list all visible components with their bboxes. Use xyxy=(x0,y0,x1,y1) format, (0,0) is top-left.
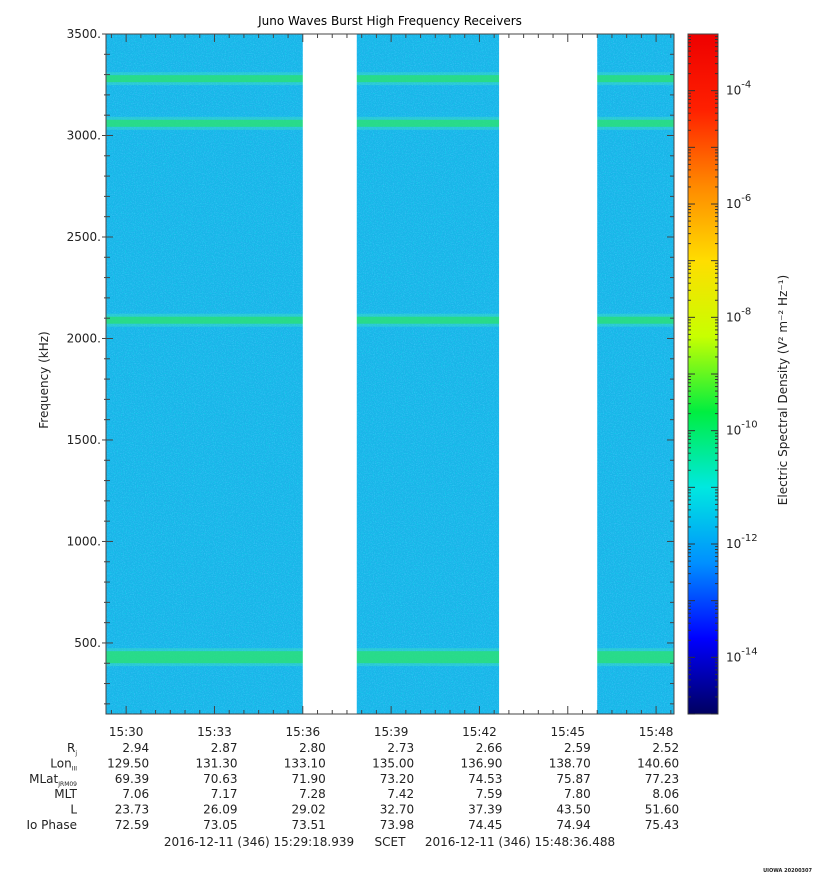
ephemeris-value: 73.51 xyxy=(291,818,325,832)
credit-stamp: UIOWA 20200307 xyxy=(763,868,812,874)
y-tick-label: 2500. xyxy=(67,230,101,244)
ephemeris-value: 2.80 xyxy=(299,741,326,755)
ephemeris-value: 75.43 xyxy=(645,818,679,832)
y-tick-label: 500. xyxy=(74,636,101,650)
ephemeris-value: 23.73 xyxy=(115,803,149,817)
ephemeris-value: 73.05 xyxy=(203,818,237,832)
ephemeris-value: 43.50 xyxy=(556,803,590,817)
footer-start-time: 2016-12-11 (346) 15:29:18.939 xyxy=(164,835,354,849)
x-tick-label: 15:45 xyxy=(550,725,585,739)
ephemeris-value: 7.59 xyxy=(476,787,503,801)
ephemeris-value: 136.90 xyxy=(460,756,502,770)
ephemeris-value: 73.98 xyxy=(380,818,414,832)
ephemeris-value: 74.45 xyxy=(468,818,502,832)
ephemeris-value: 72.59 xyxy=(115,818,149,832)
ephemeris-value: 138.70 xyxy=(549,756,591,770)
plot-frame xyxy=(105,33,675,715)
x-tick-label: 15:33 xyxy=(197,725,232,739)
y-tick-label: 1000. xyxy=(67,534,101,548)
plot-area xyxy=(106,34,674,714)
ephemeris-row-label: LonIII xyxy=(50,756,77,772)
colorbar-tick-label: 10-8 xyxy=(726,306,751,324)
colorbar-tick-label: 10-12 xyxy=(726,533,758,551)
ephemeris-value: 2.94 xyxy=(122,741,149,755)
x-tick-label: 15:39 xyxy=(374,725,409,739)
ephemeris-row-label: MLT xyxy=(54,787,77,801)
ephemeris-value: 133.10 xyxy=(284,756,326,770)
y-tick-label: 3000. xyxy=(67,128,101,142)
ephemeris-value: 29.02 xyxy=(291,803,325,817)
ephemeris-value: 131.30 xyxy=(195,756,237,770)
ephemeris-value: 26.09 xyxy=(203,803,237,817)
y-tick-label: 1500. xyxy=(67,433,101,447)
footer-scet: SCET xyxy=(375,835,407,849)
y-axis: 500. 1000. 1500. 2000. 2500. 3000. 3500. xyxy=(67,27,674,705)
ephemeris-value: 2.87 xyxy=(211,741,238,755)
ephemeris-value: 2.73 xyxy=(387,741,414,755)
ephemeris-value: 7.80 xyxy=(564,787,591,801)
ephemeris-row-label: L xyxy=(70,803,77,817)
ephemeris-value: 32.70 xyxy=(380,803,414,817)
x-tick-label: 15:48 xyxy=(639,725,674,739)
data-gap xyxy=(499,34,598,714)
ephemeris-value: 73.20 xyxy=(380,772,414,786)
ephemeris-value: 74.94 xyxy=(556,818,590,832)
ephemeris-value: 2.52 xyxy=(652,741,679,755)
y-axis-label: Frequency (kHz) xyxy=(37,331,51,428)
ephemeris-table: Rj 2.94 2.87 2.80 2.73 2.66 2.59 2.52 LonIII 129.… xyxy=(26,741,679,832)
y-tick-label: 2000. xyxy=(67,331,101,345)
data-gap xyxy=(302,34,357,714)
colorbar: 10-14 10-12 10-10 10-8 10-6 10-4 xyxy=(687,33,758,715)
ephemeris-value: 51.60 xyxy=(645,803,679,817)
ephemeris-value: 2.59 xyxy=(564,741,591,755)
ephemeris-value: 129.50 xyxy=(107,756,149,770)
ephemeris-value: 135.00 xyxy=(372,756,414,770)
ephemeris-value: 75.87 xyxy=(556,772,590,786)
colorbar-tick-label: 10-14 xyxy=(726,646,758,664)
ephemeris-value: 77.23 xyxy=(645,772,679,786)
chart-title: Juno Waves Burst High Frequency Receiver… xyxy=(257,14,522,28)
ephemeris-value: 7.06 xyxy=(122,787,149,801)
colorbar-tick-label: 10-10 xyxy=(726,420,758,438)
ephemeris-value: 140.60 xyxy=(637,756,679,770)
ephemeris-value: 70.63 xyxy=(203,772,237,786)
x-tick-label: 15:36 xyxy=(286,725,321,739)
emission-line xyxy=(106,119,674,127)
ephemeris-row-label: Io Phase xyxy=(26,818,77,832)
x-tick-label: 15:42 xyxy=(462,725,497,739)
ephemeris-value: 37.39 xyxy=(468,803,502,817)
ephemeris-value: 74.53 xyxy=(468,772,502,786)
ephemeris-value: 8.06 xyxy=(652,787,679,801)
ephemeris-value: 2.66 xyxy=(476,741,503,755)
colorbar-label: Electric Spectral Density (V² m⁻² Hz⁻¹) xyxy=(776,275,790,505)
ephemeris-value: 7.28 xyxy=(299,787,326,801)
ephemeris-value: 69.39 xyxy=(115,772,149,786)
emission-line xyxy=(106,316,674,324)
x-axis: 15:30 15:33 15:36 15:39 15:42 15:45 15:48 xyxy=(109,34,674,739)
ephemeris-value: 71.90 xyxy=(291,772,325,786)
ephemeris-value: 7.17 xyxy=(211,787,238,801)
ephemeris-row-label: MLatJRM09 xyxy=(29,772,77,788)
x-tick-label: 15:30 xyxy=(109,725,144,739)
ephemeris-value: 7.42 xyxy=(387,787,414,801)
colorbar-tick-label: 10-4 xyxy=(726,80,751,98)
colorbar-tick-label: 10-6 xyxy=(726,193,751,211)
footer-end-time: 2016-12-11 (346) 15:48:36.488 xyxy=(425,835,615,849)
y-tick-label: 3500. xyxy=(67,27,101,41)
ephemeris-row-label: Rj xyxy=(67,741,77,757)
emission-line xyxy=(106,75,674,83)
